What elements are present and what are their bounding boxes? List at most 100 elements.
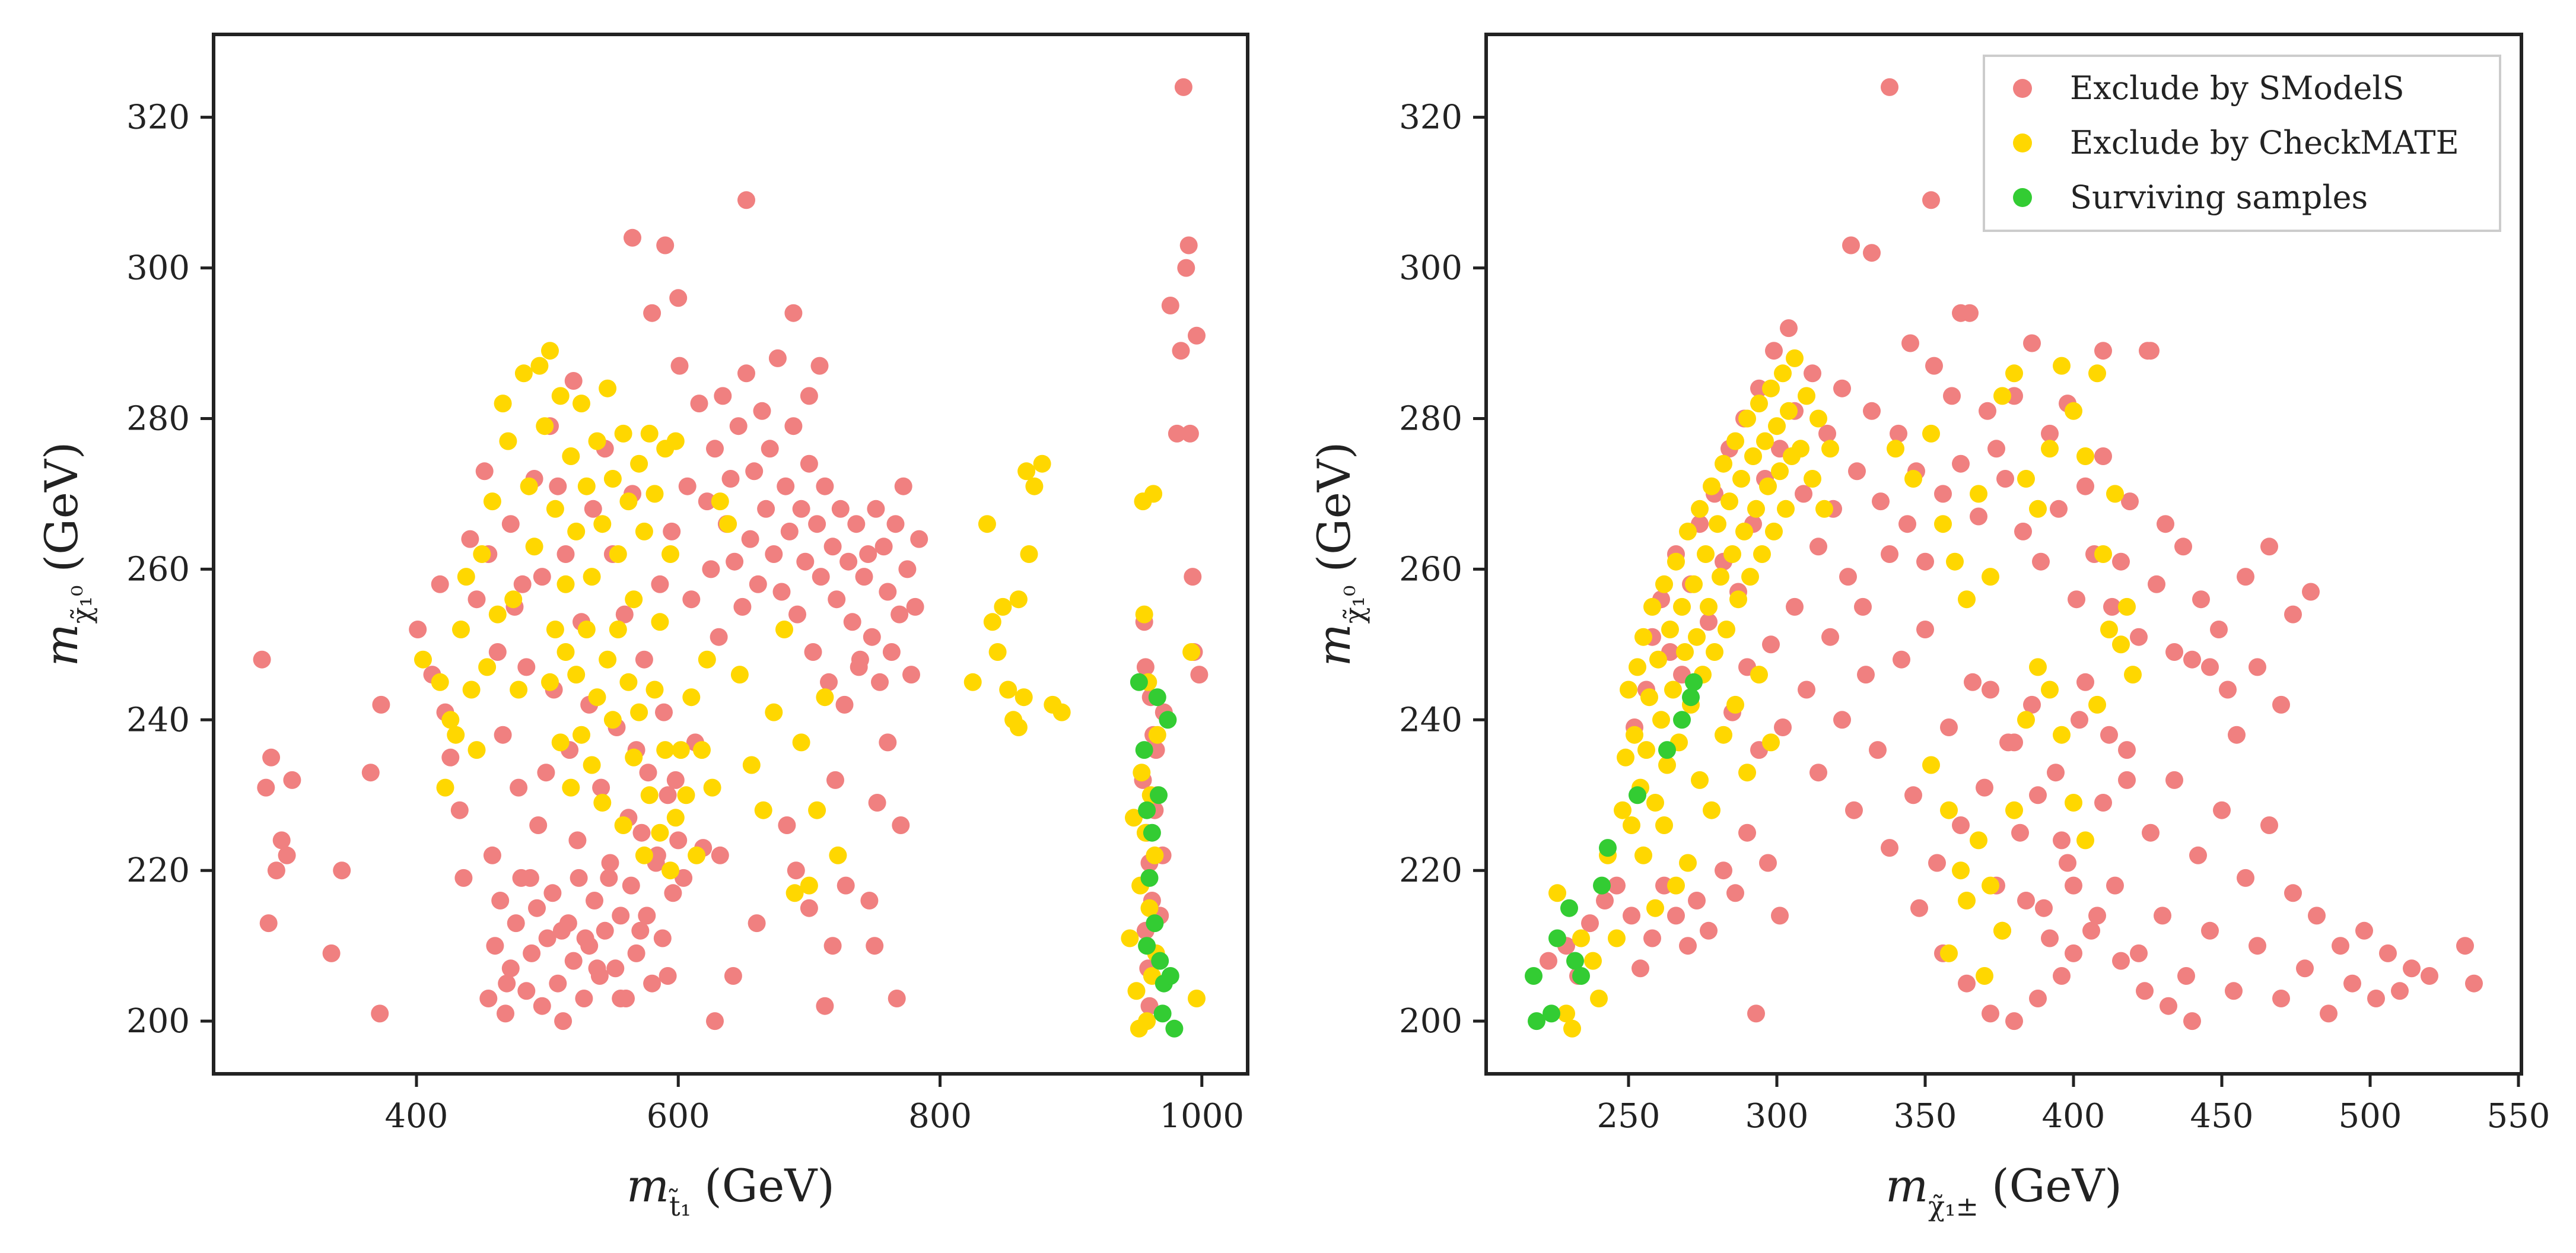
data-point [1729,590,1747,609]
data-point [855,568,873,586]
data-point [1881,839,1898,857]
data-point [1741,568,1759,586]
data-point [663,522,681,540]
y-tick-label: 280 [1399,399,1462,438]
data-point [688,846,706,864]
data-point [2029,990,2047,1007]
data-point [2059,854,2076,872]
x-tick-label: 500 [2339,1097,2402,1136]
data-point [2201,658,2219,676]
data-point [765,545,783,563]
data-point [1718,621,1735,638]
data-point [2076,447,2094,465]
data-point [1753,545,1771,563]
data-point [1620,680,1637,699]
data-point [479,990,498,1007]
data-point [2228,726,2246,744]
data-point [596,921,614,940]
data-point [454,869,473,887]
data-point [1679,937,1697,955]
data-point [963,673,982,691]
data-point [2456,937,2474,955]
data-point [1560,899,1578,917]
data-point [2100,621,2118,638]
data-point [259,914,278,933]
data-point [863,628,881,646]
data-point [1009,590,1028,609]
data-point [1679,854,1697,872]
data-point [529,816,548,834]
data-point [2065,944,2082,962]
data-point [1052,703,1071,721]
data-point [643,304,662,322]
data-point [2213,801,2231,819]
y-tick-label: 260 [126,550,190,589]
data-point [2118,741,2136,759]
data-point [431,673,449,691]
data-point [538,929,556,947]
data-point [737,191,755,209]
data-point [2284,884,2302,902]
data-point [601,854,619,872]
data-point [2017,892,2035,909]
data-point [1916,621,1934,638]
data-point [1148,726,1166,744]
data-point [2225,982,2243,1000]
data-point [1676,643,1694,661]
data-point [826,771,844,789]
data-point [1614,801,1632,819]
data-point [1996,470,2014,488]
data-point [447,726,465,744]
x-axis-title: mt̃₁ (GeV) [626,1159,835,1222]
data-point [882,643,901,661]
data-point [1943,387,1961,405]
data-point [800,387,818,405]
data-point [894,477,912,495]
data-point [2130,628,2148,646]
y-tick-label: 260 [1399,550,1462,589]
data-point [843,613,861,631]
data-point [2023,695,2041,714]
data-point [2189,846,2207,864]
data-point [1138,937,1156,955]
data-point [690,395,708,413]
data-point [639,764,657,782]
data-point [562,447,580,465]
data-point [780,522,799,540]
data-point [1709,515,1726,533]
data-point [283,771,301,789]
data-point [1599,839,1617,857]
data-point [656,741,675,759]
data-point [711,846,729,864]
data-point [1629,786,1646,804]
data-point [450,801,469,819]
data-point [2041,680,2059,699]
data-point [510,680,528,699]
data-point [1738,764,1756,782]
data-point [1136,658,1155,676]
data-point [2065,794,2082,812]
data-point [1127,982,1146,1000]
data-point [1146,914,1164,933]
data-point [1121,929,1139,947]
data-point [1548,884,1566,902]
data-point [461,530,479,548]
data-point [891,605,909,624]
data-point [1140,997,1159,1015]
data-point [1922,191,1940,209]
data-point [698,492,716,511]
data-point [1901,334,1919,352]
data-point [2112,635,2130,654]
data-point [888,990,906,1007]
data-point [1135,605,1153,624]
x-tick-label: 400 [385,1097,449,1136]
data-point [648,846,666,864]
data-point [1174,78,1192,96]
data-point [609,545,627,563]
data-point [1809,764,1827,782]
data-point [564,952,583,970]
data-point [619,673,638,691]
data-point [590,967,609,985]
data-point [2103,597,2121,616]
data-point [2100,726,2118,744]
